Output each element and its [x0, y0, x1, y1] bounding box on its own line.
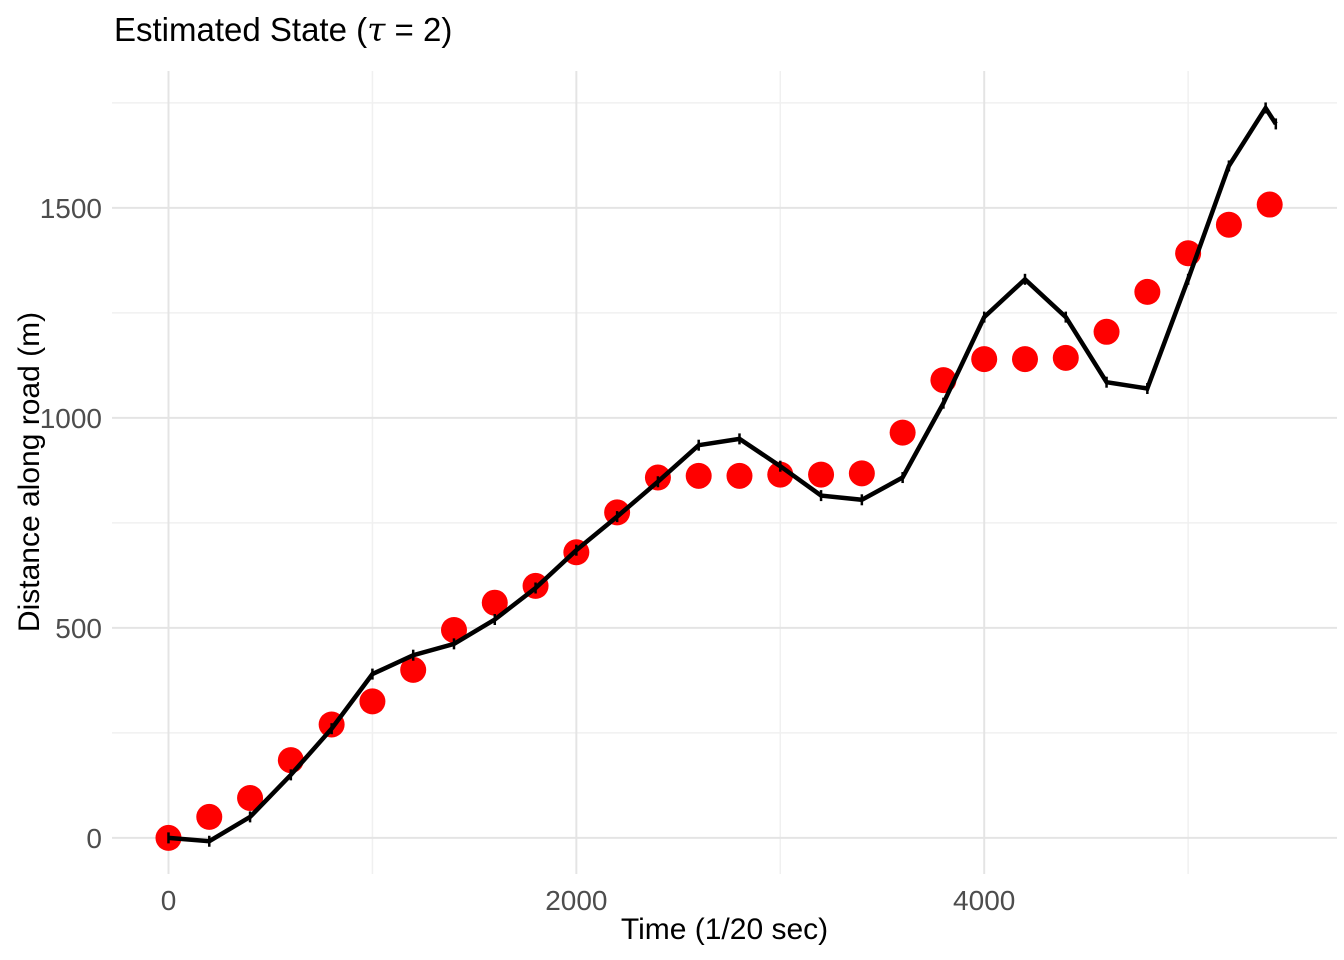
measurement-point [359, 688, 386, 715]
measurement-point [808, 461, 835, 488]
x-axis-title: Time (1/20 sec) [620, 913, 829, 946]
measurement-point [1256, 191, 1283, 218]
x-tick-label: 0 [161, 885, 177, 916]
measurement-point [277, 747, 304, 774]
y-tick-label: 0 [86, 823, 102, 854]
measurement-point [685, 462, 712, 489]
measurement-point [1134, 278, 1161, 305]
y-axis-title: Distance along road (m) [13, 311, 46, 633]
y-tick-label: 1500 [40, 193, 102, 224]
measurement-point [1011, 346, 1038, 373]
measurement-point [1052, 344, 1079, 371]
measurement-point [196, 803, 223, 830]
x-tick-label: 2000 [545, 885, 607, 916]
chart-title: Estimated State (τ = 2) [114, 10, 452, 49]
y-tick-label: 1000 [40, 403, 102, 434]
y-tick-label: 500 [55, 613, 102, 644]
measurement-point [726, 462, 753, 489]
measurement-point [1215, 211, 1242, 238]
x-tick-label: 4000 [953, 885, 1015, 916]
tau-symbol: τ [367, 10, 386, 49]
measurement-point [848, 460, 875, 487]
measurement-point [400, 656, 427, 683]
chart-title-suffix: = 2) [385, 11, 453, 48]
measurement-point [889, 419, 916, 446]
measurement-point [481, 589, 508, 616]
measurement-point [971, 346, 998, 373]
measurement-point [237, 784, 264, 811]
chart-title-prefix: Estimated State ( [114, 11, 368, 48]
measurement-point [440, 616, 467, 643]
measurement-point [1093, 318, 1120, 345]
